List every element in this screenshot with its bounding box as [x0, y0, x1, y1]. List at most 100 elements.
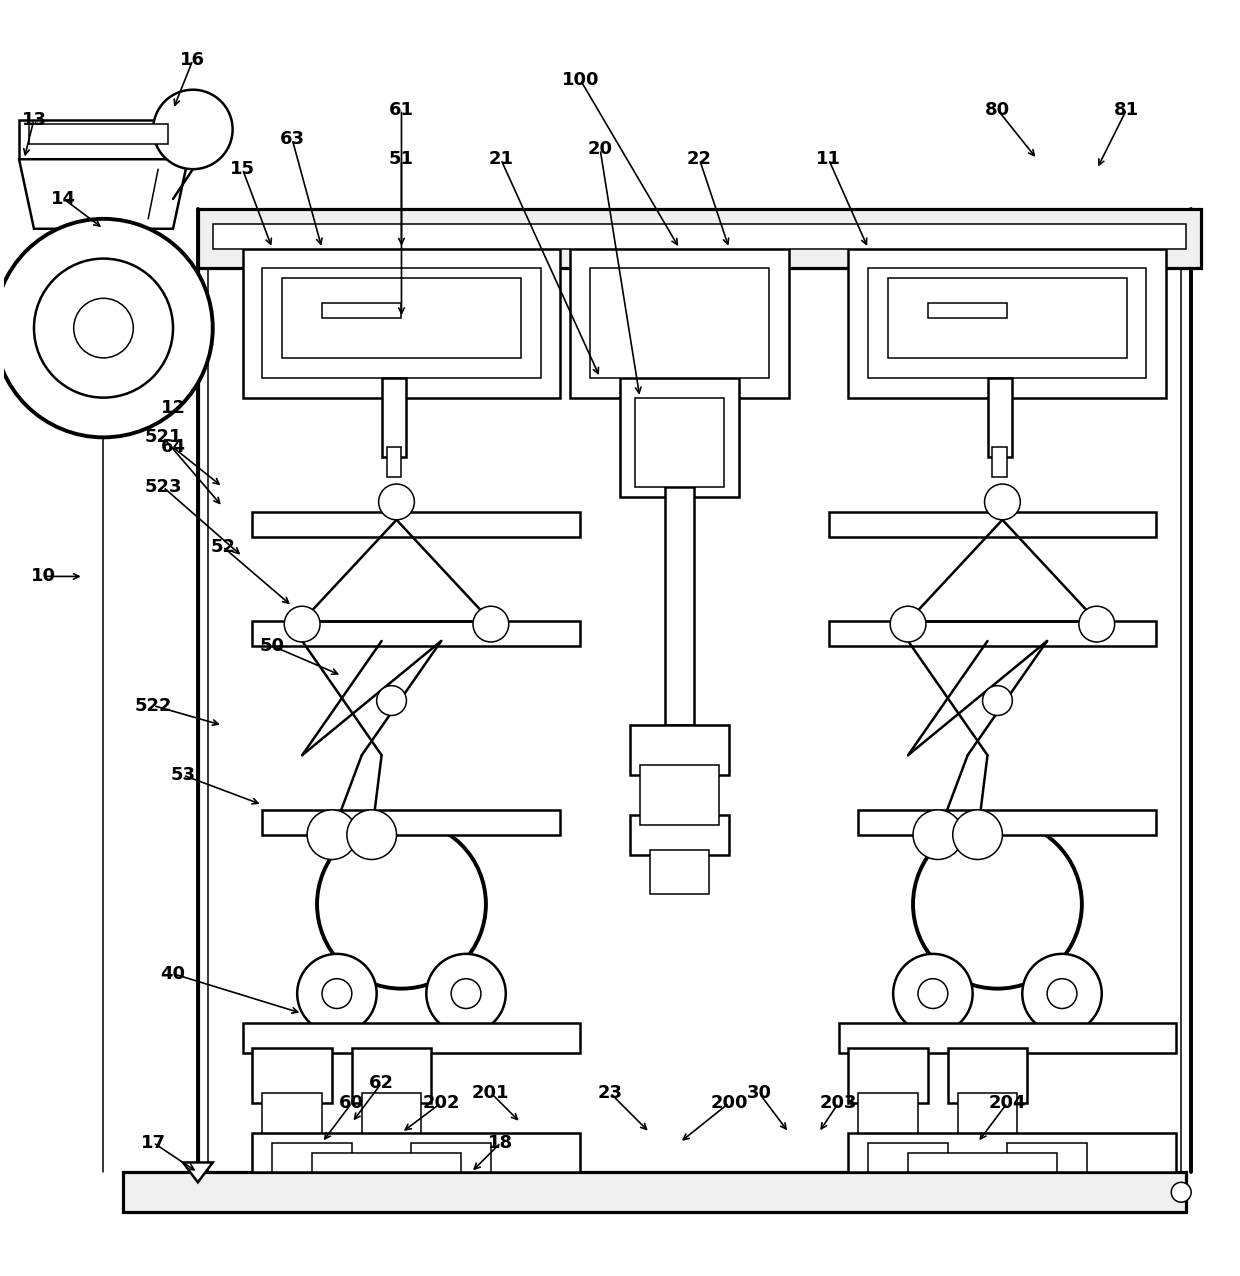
Bar	[253, 512, 580, 537]
Text: 61: 61	[389, 101, 414, 119]
Bar	[387, 448, 402, 477]
Bar	[253, 1048, 332, 1102]
Bar	[992, 448, 1007, 477]
Text: 18: 18	[489, 1133, 513, 1151]
Circle shape	[73, 299, 133, 357]
Bar	[213, 223, 1187, 249]
Bar	[828, 512, 1157, 537]
Circle shape	[985, 484, 1021, 519]
Circle shape	[1079, 606, 1115, 642]
Circle shape	[982, 685, 1012, 716]
Bar	[858, 1094, 918, 1133]
Text: 40: 40	[160, 965, 186, 983]
Circle shape	[1172, 1183, 1192, 1202]
Text: 204: 204	[988, 1094, 1027, 1111]
Bar	[243, 249, 560, 398]
Text: 63: 63	[280, 130, 305, 148]
Text: 20: 20	[588, 140, 613, 158]
Polygon shape	[184, 1162, 213, 1183]
Text: 523: 523	[144, 478, 182, 496]
Circle shape	[378, 484, 414, 519]
Circle shape	[1022, 954, 1102, 1034]
Text: 201: 201	[472, 1083, 510, 1102]
Bar	[322, 304, 402, 318]
Text: 16: 16	[180, 51, 206, 69]
Bar	[640, 766, 719, 824]
Text: 17: 17	[140, 1133, 166, 1151]
Circle shape	[451, 979, 481, 1008]
Bar	[650, 850, 709, 894]
Circle shape	[377, 685, 407, 716]
Bar	[590, 268, 769, 378]
Text: 21: 21	[489, 151, 513, 168]
Bar	[848, 1048, 928, 1102]
Text: 64: 64	[160, 438, 186, 457]
Bar	[828, 621, 1157, 646]
Bar	[312, 1152, 461, 1173]
Bar	[630, 815, 729, 855]
Bar	[858, 810, 1157, 835]
Circle shape	[913, 810, 962, 860]
Bar	[620, 378, 739, 496]
Bar	[253, 1133, 580, 1173]
Bar	[928, 304, 1007, 318]
Circle shape	[317, 819, 486, 989]
Bar	[412, 1142, 491, 1173]
Bar	[957, 1094, 1017, 1133]
Circle shape	[347, 810, 397, 860]
Bar	[838, 1023, 1177, 1053]
Circle shape	[322, 979, 352, 1008]
Text: 10: 10	[31, 568, 56, 586]
Bar	[868, 1142, 947, 1173]
Circle shape	[890, 606, 926, 642]
Bar	[263, 268, 541, 378]
Bar	[848, 1133, 1177, 1173]
Circle shape	[1047, 979, 1076, 1008]
Bar	[123, 1173, 1187, 1212]
Text: 81: 81	[1114, 101, 1140, 119]
Bar	[273, 1142, 352, 1173]
Bar	[888, 278, 1127, 357]
Text: 22: 22	[687, 151, 712, 168]
Bar	[253, 621, 580, 646]
Text: 30: 30	[746, 1083, 771, 1102]
Text: 62: 62	[370, 1074, 394, 1092]
Circle shape	[472, 606, 508, 642]
Circle shape	[913, 819, 1081, 989]
Text: 11: 11	[816, 151, 841, 168]
Text: 200: 200	[711, 1094, 748, 1111]
Bar	[947, 1048, 1027, 1102]
Polygon shape	[19, 160, 188, 228]
Text: 14: 14	[51, 190, 77, 208]
Bar	[868, 268, 1147, 378]
Bar	[987, 378, 1012, 457]
Text: 53: 53	[170, 766, 196, 783]
Circle shape	[308, 810, 357, 860]
Text: 23: 23	[598, 1083, 622, 1102]
Text: 13: 13	[21, 111, 46, 129]
Circle shape	[33, 259, 174, 398]
Circle shape	[154, 89, 233, 170]
Circle shape	[952, 810, 1002, 860]
Bar	[243, 1023, 580, 1053]
Circle shape	[893, 954, 972, 1034]
Text: 80: 80	[985, 101, 1011, 119]
Text: 12: 12	[160, 398, 186, 416]
Circle shape	[427, 954, 506, 1034]
Bar	[362, 1094, 422, 1133]
Bar	[352, 1048, 432, 1102]
Bar	[908, 1152, 1056, 1173]
Bar	[635, 398, 724, 487]
Text: 15: 15	[231, 161, 255, 179]
Bar	[263, 1094, 322, 1133]
Bar	[263, 810, 560, 835]
Circle shape	[298, 954, 377, 1034]
Circle shape	[0, 219, 213, 438]
Circle shape	[918, 979, 947, 1008]
Text: 203: 203	[820, 1094, 857, 1111]
Text: 522: 522	[134, 697, 172, 715]
Text: 60: 60	[340, 1094, 365, 1111]
Text: 521: 521	[144, 429, 182, 447]
Text: 51: 51	[389, 151, 414, 168]
Bar	[198, 209, 1202, 268]
